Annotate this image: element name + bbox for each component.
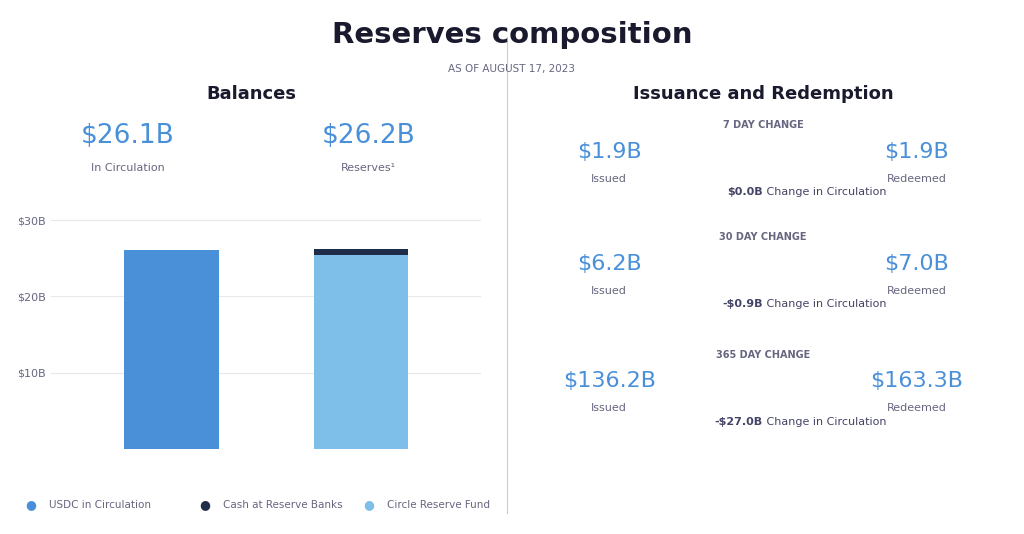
Text: Redeemed: Redeemed	[887, 174, 946, 184]
Text: Reserves composition: Reserves composition	[332, 21, 692, 49]
Text: -$0.9B: -$0.9B	[722, 299, 763, 309]
Text: 30 DAY CHANGE: 30 DAY CHANGE	[719, 232, 807, 242]
Text: Redeemed: Redeemed	[887, 286, 946, 296]
Text: Circle Reserve Fund: Circle Reserve Fund	[387, 500, 490, 509]
Text: $163.3B: $163.3B	[870, 371, 963, 391]
Text: $0.0B: $0.0B	[727, 187, 763, 197]
Text: $136.2B: $136.2B	[563, 371, 655, 391]
Text: $1.9B: $1.9B	[884, 142, 949, 161]
Text: Change in Circulation: Change in Circulation	[763, 299, 887, 309]
Text: -$27.0B: -$27.0B	[715, 417, 763, 427]
Text: AS OF AUGUST 17, 2023: AS OF AUGUST 17, 2023	[449, 64, 575, 74]
Text: Reserves¹: Reserves¹	[341, 163, 396, 173]
Text: In Circulation: In Circulation	[91, 163, 165, 173]
Text: Issued: Issued	[591, 174, 628, 184]
Text: $7.0B: $7.0B	[884, 254, 949, 273]
Text: Change in Circulation: Change in Circulation	[763, 187, 887, 197]
Text: Issued: Issued	[591, 286, 628, 296]
Text: $1.9B: $1.9B	[577, 142, 642, 161]
Text: Issued: Issued	[591, 403, 628, 413]
Text: USDC in Circulation: USDC in Circulation	[49, 500, 152, 509]
Text: $26.2B: $26.2B	[322, 123, 416, 149]
Bar	[313, 255, 409, 449]
Text: ●: ●	[200, 498, 211, 511]
Bar	[313, 249, 409, 255]
Text: $26.1B: $26.1B	[81, 123, 175, 149]
Text: ●: ●	[364, 498, 375, 511]
Text: Change in Circulation: Change in Circulation	[763, 417, 887, 427]
Text: $6.2B: $6.2B	[577, 254, 642, 273]
Bar	[124, 250, 219, 449]
Text: 365 DAY CHANGE: 365 DAY CHANGE	[716, 350, 810, 360]
Text: Balances: Balances	[206, 85, 296, 104]
Text: ●: ●	[26, 498, 37, 511]
Text: Cash at Reserve Banks: Cash at Reserve Banks	[223, 500, 343, 509]
Text: 7 DAY CHANGE: 7 DAY CHANGE	[723, 120, 803, 130]
Text: Redeemed: Redeemed	[887, 403, 946, 413]
Text: Issuance and Redemption: Issuance and Redemption	[633, 85, 893, 104]
